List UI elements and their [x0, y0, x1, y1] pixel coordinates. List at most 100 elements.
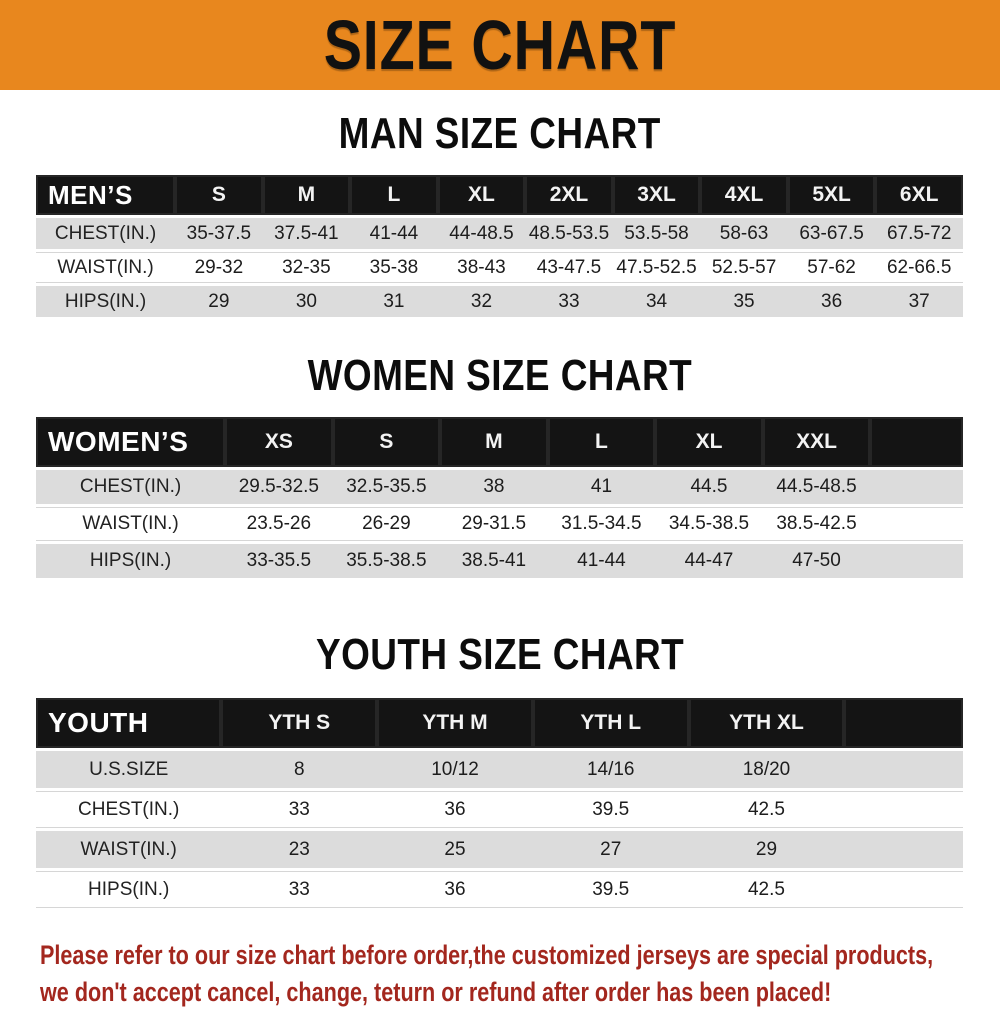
- size-column-header: YTH S: [221, 698, 378, 748]
- notice-line-2: we don't accept cancel, change, teturn o…: [40, 977, 832, 1007]
- measurement-row: HIPS(IN.) 33-35.5 35.5-38.5 38.5-41 41-44 44-…: [36, 544, 963, 578]
- man-heading-text: MAN SIZE CHART: [338, 109, 662, 158]
- women-section-heading: WOMEN SIZE CHART: [0, 354, 1000, 398]
- size-value-cell: 52.5-57: [700, 252, 788, 283]
- size-value-cell: 29: [175, 286, 263, 317]
- size-value-cell: 29-31.5: [440, 507, 548, 541]
- size-value-cell: 37: [875, 286, 963, 317]
- measure-row-label: CHEST(IN.): [36, 218, 176, 249]
- size-value-cell: 14/16: [532, 751, 689, 788]
- size-value-cell: 44.5: [655, 470, 763, 504]
- row-filler-cell: [844, 831, 963, 868]
- size-value-cell: 33: [525, 286, 613, 317]
- notice-line-1: Please refer to our size chart before or…: [40, 940, 934, 970]
- measure-row-label: CHEST(IN.): [36, 791, 222, 828]
- size-value-cell: 36: [377, 791, 533, 828]
- size-value-cell: 39.5: [532, 791, 689, 828]
- size-value-cell: 34.5-38.5: [655, 507, 763, 541]
- size-value-cell: 35-37.5: [175, 218, 263, 249]
- row-filler-cell: [844, 871, 963, 908]
- size-value-cell: 25: [377, 831, 533, 868]
- measure-row-label: HIPS(IN.): [36, 544, 226, 578]
- size-column-header: YTH XL: [688, 698, 845, 748]
- size-value-cell: 58-63: [700, 218, 788, 249]
- size-value-cell: 32.5-35.5: [332, 470, 441, 504]
- size-column-header: 3XL: [612, 175, 701, 215]
- measurement-row: HIPS(IN.) 29 30 31 32 33 34 35 36 37: [36, 286, 963, 317]
- measurement-row: CHEST(IN.) 33 36 39.5 42.5: [36, 791, 963, 828]
- banner: SIZE CHART: [0, 0, 1000, 90]
- size-value-cell: 33: [221, 871, 378, 908]
- size-value-cell: 38: [440, 470, 548, 504]
- size-value-cell: 53.5-58: [612, 218, 701, 249]
- measure-row-label: WAIST(IN.): [36, 252, 176, 283]
- size-value-cell: 47.5-52.5: [612, 252, 701, 283]
- size-value-cell: 57-62: [787, 252, 876, 283]
- measure-row-label: HIPS(IN.): [36, 871, 222, 908]
- size-column-header: 2XL: [525, 175, 613, 215]
- size-value-cell: 29: [688, 831, 845, 868]
- measurement-row: WAIST(IN.) 29-32 32-35 35-38 38-43 43-47.5 47.…: [36, 252, 963, 283]
- measurement-row: CHEST(IN.) 29.5-32.5 32.5-35.5 38 41 44.5 44.5…: [36, 470, 963, 504]
- row-filler-cell: [870, 544, 963, 578]
- measurement-row: WAIST(IN.) 23.5-26 26-29 29-31.5 31.5-34.5 34…: [36, 507, 963, 541]
- size-value-cell: 32-35: [262, 252, 351, 283]
- size-column-header: XL: [655, 417, 763, 467]
- size-value-cell: 33: [221, 791, 378, 828]
- size-value-cell: 63-67.5: [787, 218, 876, 249]
- size-value-cell: 37.5-41: [262, 218, 351, 249]
- size-value-cell: 44.5-48.5: [762, 470, 871, 504]
- size-value-cell: 38.5-42.5: [762, 507, 871, 541]
- size-column-header: L: [350, 175, 438, 215]
- size-column-header: S: [332, 417, 441, 467]
- size-value-cell: 30: [262, 286, 351, 317]
- size-value-cell: 47-50: [762, 544, 871, 578]
- size-column-header: XL: [437, 175, 526, 215]
- size-value-cell: 67.5-72: [875, 218, 963, 249]
- order-notice: Please refer to our size chart before or…: [40, 937, 1000, 1011]
- size-value-cell: 35.5-38.5: [332, 544, 441, 578]
- size-value-cell: 42.5: [688, 871, 845, 908]
- size-column-header: 6XL: [875, 175, 963, 215]
- measurement-row: CHEST(IN.) 35-37.5 37.5-41 41-44 44-48.5 48.5…: [36, 218, 963, 249]
- size-value-cell: 38-43: [437, 252, 526, 283]
- size-value-cell: 35: [700, 286, 788, 317]
- youth-heading-text: YOUTH SIZE CHART: [315, 630, 685, 679]
- table-corner-label: MEN’S: [36, 175, 176, 215]
- header-filler-cell: [870, 417, 963, 467]
- size-column-header: 4XL: [700, 175, 788, 215]
- size-value-cell: 44-48.5: [437, 218, 526, 249]
- row-filler-cell: [844, 751, 963, 788]
- size-value-cell: 29.5-32.5: [225, 470, 333, 504]
- size-header-row: MEN’S S M L XL 2XL 3XL 4XL 5XL 6XL: [36, 175, 963, 215]
- measure-row-label: HIPS(IN.): [36, 286, 176, 317]
- size-value-cell: 23.5-26: [225, 507, 333, 541]
- size-value-cell: 36: [377, 871, 533, 908]
- size-column-header: XXL: [762, 417, 871, 467]
- measure-row-label: U.S.SIZE: [36, 751, 222, 788]
- size-value-cell: 29-32: [175, 252, 263, 283]
- size-value-cell: 23: [221, 831, 378, 868]
- size-value-cell: 48.5-53.5: [525, 218, 613, 249]
- table-corner-label: YOUTH: [36, 698, 222, 748]
- women-heading-text: WOMEN SIZE CHART: [307, 351, 693, 400]
- size-column-header: S: [175, 175, 263, 215]
- size-value-cell: 41: [547, 470, 656, 504]
- header-filler-cell: [844, 698, 963, 748]
- size-column-header: XS: [225, 417, 333, 467]
- size-header-row: YOUTH YTH S YTH M YTH L YTH XL: [36, 698, 963, 748]
- size-column-header: 5XL: [787, 175, 876, 215]
- size-value-cell: 41-44: [547, 544, 656, 578]
- measurement-row: HIPS(IN.) 33 36 39.5 42.5: [36, 871, 963, 908]
- measurement-row: U.S.SIZE 8 10/12 14/16 18/20: [36, 751, 963, 788]
- youth-size-table: YOUTH YTH S YTH M YTH L YTH XL U.S.SIZE 8 10/12…: [36, 695, 963, 911]
- size-column-header: M: [440, 417, 548, 467]
- size-value-cell: 62-66.5: [875, 252, 963, 283]
- size-value-cell: 33-35.5: [225, 544, 333, 578]
- size-value-cell: 31.5-34.5: [547, 507, 656, 541]
- size-value-cell: 36: [787, 286, 876, 317]
- row-filler-cell: [870, 507, 963, 541]
- size-value-cell: 44-47: [655, 544, 763, 578]
- size-value-cell: 38.5-41: [440, 544, 548, 578]
